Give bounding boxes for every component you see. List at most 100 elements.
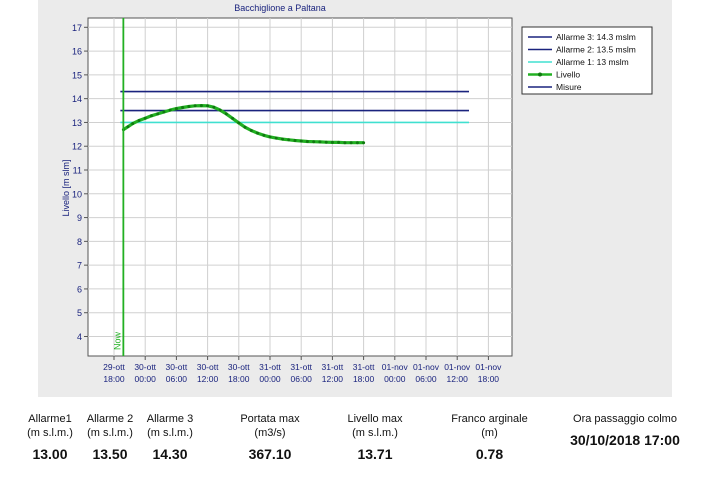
stat-allarme1: Allarme1 (m s.l.m.) 13.00 xyxy=(20,412,80,461)
stat-label: Livello max xyxy=(347,413,403,425)
x-tick-label-time: 06:00 xyxy=(415,374,437,384)
data-point xyxy=(126,125,130,129)
stat-allarme2: Allarme 2 (m s.l.m.) 13.50 xyxy=(80,412,140,461)
x-tick-label-day: 30-ott xyxy=(228,362,250,372)
now-label: Now xyxy=(112,331,122,350)
y-tick-label: 16 xyxy=(72,47,82,57)
legend: Allarme 3: 14.3 mslm Allarme 2: 13.5 mslm… xyxy=(521,26,653,95)
x-tick-label-time: 18:00 xyxy=(103,374,125,384)
data-point xyxy=(274,136,278,140)
data-point xyxy=(355,141,359,145)
x-tick-labels: 29-ott 18:00 30-ott 00:00 30-ott 06:00 30-ott 1… xyxy=(103,356,502,384)
stat-label: Allarme 2 xyxy=(86,413,134,425)
data-point xyxy=(268,135,272,139)
x-tick-label-time: 06:00 xyxy=(166,374,188,384)
y-tick-label: 14 xyxy=(72,94,82,104)
data-point xyxy=(299,139,303,143)
data-point xyxy=(318,140,322,144)
data-point xyxy=(224,112,228,116)
data-point xyxy=(137,119,141,122)
stat-label: Ora passaggio colmo xyxy=(573,413,677,425)
y-tick-label: 15 xyxy=(72,70,82,80)
data-point xyxy=(206,104,210,108)
stat-value: 13.71 xyxy=(357,446,393,462)
x-tick-label-time: 18:00 xyxy=(228,374,250,384)
stat-label: Allarme 3 xyxy=(146,413,194,425)
x-tick-label-day: 31-ott xyxy=(322,362,344,372)
stat-unit: (m s.l.m.) xyxy=(352,427,398,439)
data-point xyxy=(237,121,241,125)
data-point xyxy=(293,139,297,142)
stat-unit: (m3/s) xyxy=(254,427,286,439)
data-point xyxy=(193,104,197,108)
data-point xyxy=(243,125,247,129)
data-point xyxy=(231,116,235,120)
stat-unit: (m s.l.m.) xyxy=(87,427,133,439)
level-chart: Bacchiglione a Paltana Livello [m slm] 4… xyxy=(38,0,672,397)
x-tick-label-time: 12:00 xyxy=(197,374,219,384)
data-point xyxy=(256,131,259,135)
data-point xyxy=(212,105,216,109)
data-point xyxy=(249,129,253,132)
data-point xyxy=(156,112,160,116)
x-tick-label-day: 30-ott xyxy=(197,362,219,372)
y-axis-label: Livello [m slm] xyxy=(61,159,71,216)
y-tick-labels: 4 5 6 7 8 9 10 11 12 13 14 15 16 17 xyxy=(72,23,88,342)
legend-label: Misure xyxy=(556,82,582,92)
y-tick-label: 4 xyxy=(77,332,82,342)
stat-unit: (m s.l.m.) xyxy=(147,427,193,439)
x-tick-label-time: 06:00 xyxy=(291,374,313,384)
x-tick-label-time: 00:00 xyxy=(135,374,157,384)
stat-value: 13.50 xyxy=(92,446,128,462)
data-point xyxy=(131,122,135,126)
x-tick-label-time: 00:00 xyxy=(384,374,406,384)
chart-svg: Bacchiglione a Paltana Livello [m slm] 4… xyxy=(38,0,672,397)
data-point xyxy=(199,104,203,108)
stat-portata-max: Portata max (m3/s) 367.10 xyxy=(230,412,310,461)
y-tick-label: 12 xyxy=(72,142,82,152)
data-point xyxy=(174,107,178,111)
y-tick-label: 5 xyxy=(77,308,82,318)
stat-ora-colmo: Ora passaggio colmo 30/10/2018 17:00 xyxy=(555,412,695,447)
stat-allarme3: Allarme 3 (m s.l.m.) 14.30 xyxy=(140,412,200,461)
legend-marker xyxy=(538,72,542,77)
data-point xyxy=(305,140,309,143)
stat-label: Franco arginale xyxy=(451,413,528,425)
y-tick-label: 8 xyxy=(77,237,82,247)
plot-background xyxy=(87,17,513,357)
x-tick-label-day: 29-ott xyxy=(103,362,125,372)
now-marker: Now xyxy=(112,18,125,356)
series-line-livello xyxy=(122,104,364,145)
y-tick-label: 6 xyxy=(77,284,82,294)
stat-label: Portata max xyxy=(240,413,300,425)
x-tick-label-day: 31-ott xyxy=(290,362,312,372)
x-tick-label-time: 00:00 xyxy=(259,374,281,384)
data-point xyxy=(343,141,347,145)
y-tick-label: 11 xyxy=(73,166,82,176)
data-point xyxy=(149,114,153,118)
x-tick-label-time: 12:00 xyxy=(322,374,344,384)
data-point xyxy=(187,105,191,108)
data-point xyxy=(362,141,366,145)
data-point xyxy=(312,140,316,144)
chart-title: Bacchiglione a Paltana xyxy=(234,3,326,13)
stat-unit: (m s.l.m.) xyxy=(27,427,73,439)
data-point xyxy=(337,140,341,144)
data-point xyxy=(168,108,172,112)
data-point xyxy=(281,137,284,141)
threshold-lines xyxy=(120,90,469,124)
stat-label: Allarme1 xyxy=(28,413,72,425)
data-point xyxy=(349,141,353,145)
legend-box xyxy=(521,26,653,95)
stat-value: 13.00 xyxy=(32,446,68,462)
data-point xyxy=(162,110,166,114)
y-tick-label: 10 xyxy=(72,189,82,199)
x-tick-label-time: 18:00 xyxy=(353,374,375,384)
x-tick-label-day: 31-ott xyxy=(259,362,281,372)
stat-value: 14.30 xyxy=(152,446,188,462)
x-tick-label-day: 01-nov xyxy=(444,362,471,372)
legend-label: Livello xyxy=(556,70,580,80)
stat-livello-max: Livello max (m s.l.m.) 13.71 xyxy=(335,412,415,461)
legend-label: Allarme 3: 14.3 mslm xyxy=(556,32,636,42)
legend-label: Allarme 1: 13 mslm xyxy=(556,57,629,67)
